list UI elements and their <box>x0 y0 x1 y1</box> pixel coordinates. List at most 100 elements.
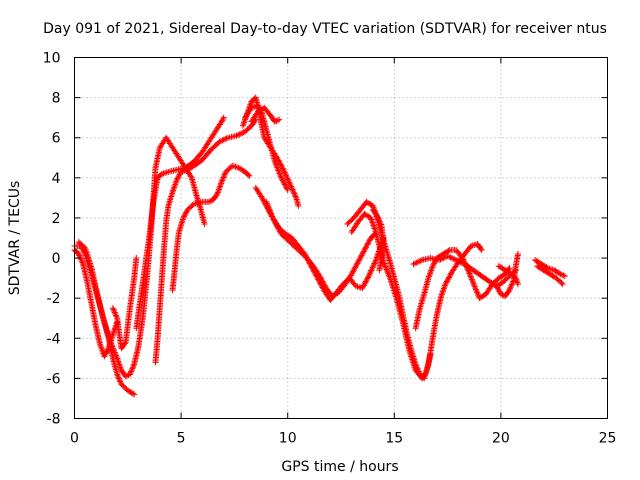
data-point <box>271 158 278 165</box>
data-point <box>278 174 285 181</box>
series-arc18 <box>493 251 521 300</box>
data-point <box>277 171 284 178</box>
data-point <box>274 166 281 173</box>
data-point <box>273 118 280 125</box>
data-point <box>260 197 267 204</box>
data-point <box>305 257 312 264</box>
data-point <box>382 264 389 271</box>
data-point <box>246 172 253 179</box>
data-point <box>443 279 450 286</box>
data-point <box>376 218 383 225</box>
data-point <box>361 281 368 288</box>
data-point <box>163 169 170 176</box>
data-point <box>314 275 321 282</box>
data-point <box>495 287 502 294</box>
data-point <box>207 198 214 205</box>
data-point <box>315 277 322 284</box>
data-point <box>365 240 372 247</box>
data-point <box>426 272 433 279</box>
data-point <box>237 130 244 137</box>
data-point <box>414 259 421 266</box>
data-point <box>352 264 359 271</box>
data-point <box>455 258 462 265</box>
data-point <box>303 255 310 262</box>
data-point <box>291 190 298 197</box>
data-point <box>259 194 266 201</box>
data-point <box>312 271 319 278</box>
data-point <box>472 286 479 293</box>
x-tick-label: 25 <box>599 431 617 447</box>
data-point <box>441 254 448 261</box>
data-point <box>377 220 384 227</box>
data-point <box>103 349 110 356</box>
data-point <box>112 312 119 319</box>
data-point <box>430 261 437 268</box>
data-point <box>113 313 120 320</box>
data-point <box>473 288 480 295</box>
data-point <box>558 279 565 286</box>
data-point <box>170 187 177 194</box>
grid <box>74 57 608 419</box>
data-point <box>369 220 376 227</box>
data-point <box>561 273 568 280</box>
data-point <box>75 251 82 258</box>
data-point <box>109 305 116 312</box>
data-point <box>349 269 356 276</box>
data-point <box>220 116 227 123</box>
data-point <box>274 117 281 124</box>
data-point <box>365 274 372 281</box>
data-point <box>445 275 452 282</box>
data-point <box>385 270 392 277</box>
data-point <box>201 220 208 227</box>
y-tick-label: 0 <box>52 251 61 267</box>
series-arc21 <box>534 263 566 288</box>
data-point <box>290 187 297 194</box>
series-arc2 <box>71 247 121 360</box>
data-point <box>115 375 122 382</box>
data-point <box>239 130 246 137</box>
data-point <box>306 260 313 267</box>
axis-ticks: 0 5 10 15 20 25 -8 -6 -4 -2 0 2 4 6 8 10 <box>43 51 617 447</box>
data-point <box>359 251 366 258</box>
data-point <box>410 261 417 268</box>
data-point <box>256 105 263 112</box>
data-point <box>274 164 281 171</box>
data-point <box>257 107 264 114</box>
data-point <box>474 290 481 297</box>
data-point <box>454 257 461 264</box>
data-point <box>115 374 122 381</box>
series-arc6 <box>152 116 259 366</box>
data-point <box>357 255 364 262</box>
data-point <box>386 273 393 280</box>
data-point <box>239 122 246 129</box>
data-point <box>181 212 188 219</box>
data-point <box>507 285 514 292</box>
data-point <box>127 369 134 376</box>
data-point <box>438 255 445 262</box>
data-point <box>471 283 478 290</box>
data-point <box>272 160 279 167</box>
data-point <box>416 258 423 265</box>
data-point <box>218 118 225 125</box>
data-point <box>478 247 485 254</box>
data-point <box>468 276 475 283</box>
data-point <box>282 172 289 179</box>
data-point <box>364 241 371 248</box>
data-point <box>310 267 317 274</box>
data-point <box>369 219 376 226</box>
data-point <box>361 247 368 254</box>
data-point <box>354 260 361 267</box>
data-point <box>172 181 179 188</box>
data-point <box>128 367 135 374</box>
data-point <box>110 306 117 313</box>
data-point <box>240 121 247 128</box>
data-point <box>317 280 324 287</box>
data-point <box>287 182 294 189</box>
data-point <box>183 209 190 216</box>
data-point <box>413 259 420 266</box>
data-point <box>78 258 85 265</box>
data-point <box>474 289 481 296</box>
y-axis-label: SDTVAR / TECUs <box>7 181 23 296</box>
data-point <box>129 390 136 397</box>
